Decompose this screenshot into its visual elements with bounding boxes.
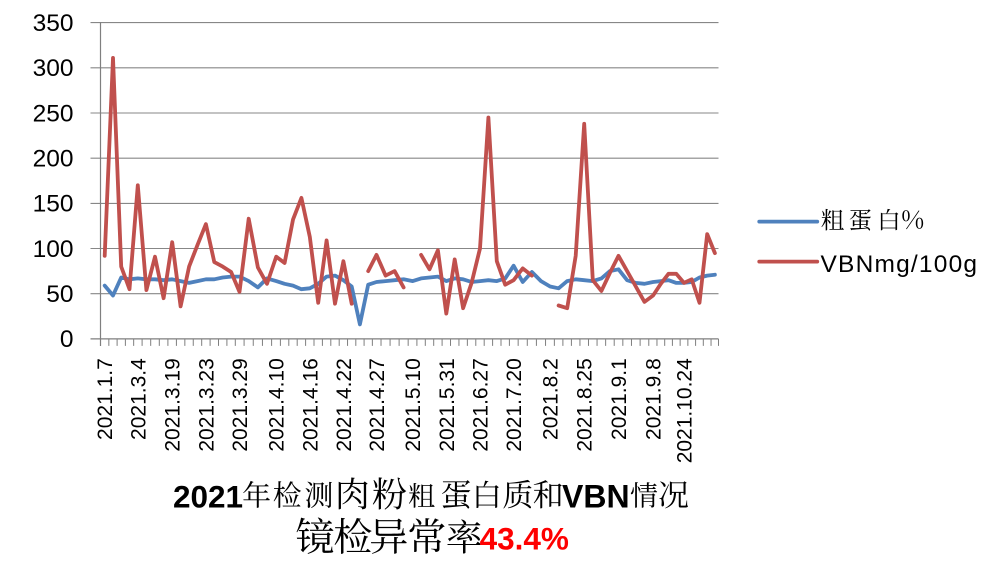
svg-text:VBNmg/100g: VBNmg/100g: [821, 251, 979, 278]
svg-text:2021.4.27: 2021.4.27: [366, 358, 389, 451]
svg-text:2021.3.4: 2021.3.4: [127, 358, 150, 440]
svg-text:2021.9.1: 2021.9.1: [608, 358, 631, 440]
svg-text:2021.1.7: 2021.1.7: [94, 358, 117, 440]
svg-text:VBN: VBN: [562, 478, 630, 514]
svg-text:50: 50: [46, 281, 73, 308]
svg-text:2021.4.22: 2021.4.22: [333, 358, 356, 451]
svg-text:2021.4.16: 2021.4.16: [299, 358, 322, 451]
svg-text:2021.5.31: 2021.5.31: [436, 358, 459, 451]
svg-text:2021.3.19: 2021.3.19: [162, 358, 185, 451]
svg-text:2021.3.29: 2021.3.29: [229, 358, 252, 451]
svg-text:250: 250: [33, 100, 74, 127]
svg-text:2021.10.24: 2021.10.24: [674, 358, 697, 463]
svg-text:2021.3.23: 2021.3.23: [195, 358, 218, 451]
svg-text:2021.8.25: 2021.8.25: [574, 358, 597, 451]
svg-text:2021.7.20: 2021.7.20: [503, 358, 526, 451]
svg-text:2021: 2021: [173, 478, 243, 514]
svg-text:43.4%: 43.4%: [480, 521, 569, 557]
svg-text:2021.6.27: 2021.6.27: [470, 358, 493, 451]
svg-text:150: 150: [33, 191, 74, 218]
svg-text:2021.9.8: 2021.9.8: [643, 358, 666, 440]
svg-text:200: 200: [33, 146, 74, 173]
svg-text:350: 350: [33, 10, 74, 37]
svg-text:300: 300: [33, 55, 74, 82]
svg-text:2021.4.10: 2021.4.10: [266, 358, 289, 451]
svg-text:0: 0: [60, 326, 74, 353]
svg-text:100: 100: [33, 236, 74, 263]
svg-text:2021.5.10: 2021.5.10: [402, 358, 425, 451]
svg-text:2021.8.2: 2021.8.2: [540, 358, 563, 440]
